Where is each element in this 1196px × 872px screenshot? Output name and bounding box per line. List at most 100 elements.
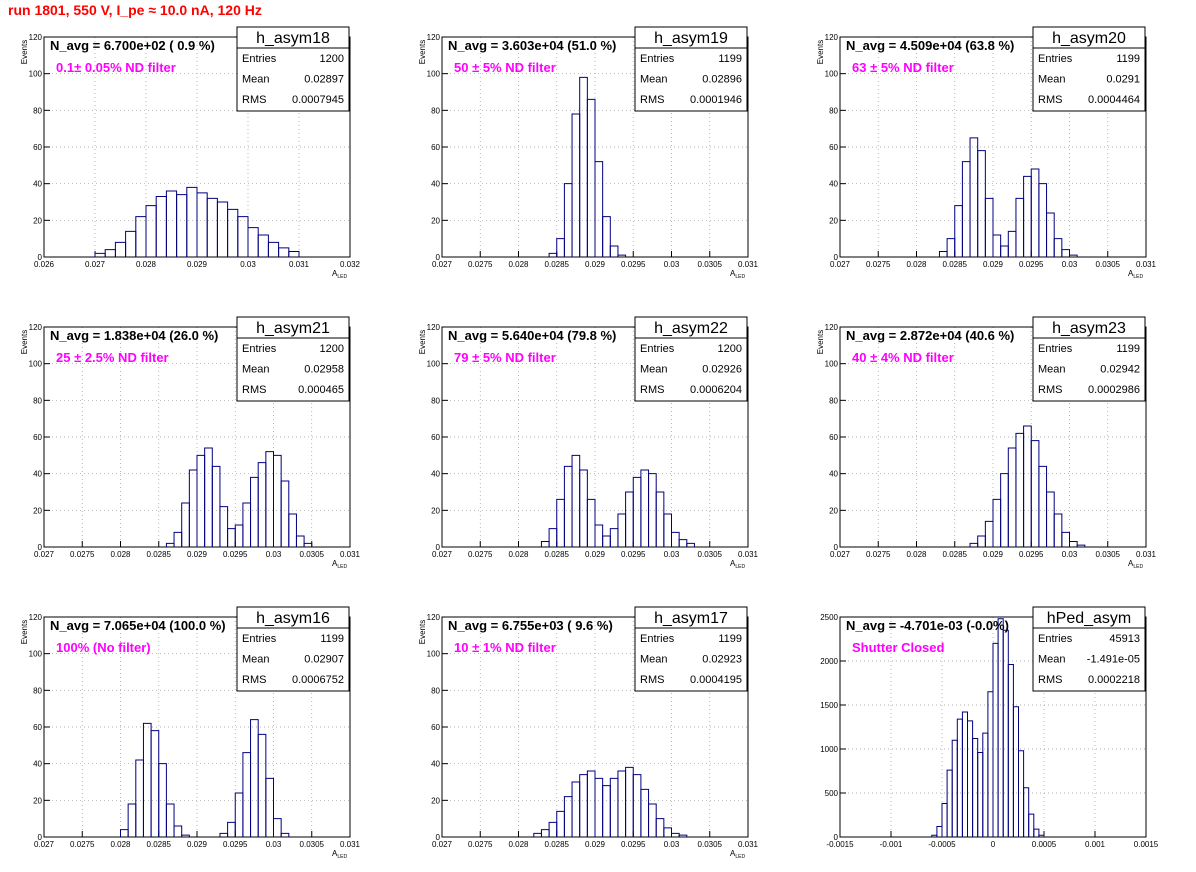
histogram-bin — [250, 719, 259, 837]
x-tick-label: 0.0275 — [468, 550, 493, 559]
stats-box-frame — [1032, 316, 1146, 402]
histogram-bin — [586, 498, 596, 547]
x-tick-label: 0.027 — [34, 840, 55, 849]
x-tick-label: 0.0275 — [866, 260, 891, 269]
y-tick-label: 120 — [825, 323, 839, 332]
stats-label: RMS — [640, 94, 664, 106]
stats-label: Mean — [242, 654, 270, 666]
y-tick-label: 100 — [825, 360, 839, 369]
histogram-bin — [663, 513, 672, 547]
y-tick-label: 40 — [829, 470, 838, 479]
x-tick-label: 0.0295 — [223, 550, 248, 559]
y-tick-label: 120 — [427, 33, 441, 42]
x-tick-label: 0.0295 — [621, 840, 646, 849]
histogram-bin — [216, 201, 229, 257]
x-tick-label: 0.028 — [136, 260, 157, 269]
histogram-bin — [571, 113, 581, 257]
histogram-name: h_asym18 — [256, 30, 330, 47]
histogram-bin — [540, 541, 550, 547]
y-tick-label: 20 — [431, 216, 440, 225]
histogram-bin — [188, 469, 198, 547]
histogram-bin — [1007, 664, 1014, 837]
y-tick-label: 40 — [431, 180, 440, 189]
filter-label: 50 ± 5% ND filter — [454, 60, 556, 75]
y-tick-label: 20 — [431, 506, 440, 515]
x-tick-label: 0.0295 — [621, 260, 646, 269]
stats-box-frame — [1032, 26, 1146, 112]
x-axis-title: ALED — [1128, 269, 1143, 280]
histogram-bin — [663, 827, 672, 837]
histogram-bin — [640, 788, 650, 837]
y-tick-label: 60 — [33, 433, 42, 442]
stats-box: h_asym17 Entries 1199 Mean 0.02923 RMS 0.00041… — [634, 606, 748, 692]
panel-h_asym22: 0.027 0.0275 0.028 0.0285 0.029 0.0295 0.03 0.0… — [418, 316, 759, 570]
histogram-bin — [961, 711, 968, 837]
y-tick-label: 80 — [33, 106, 42, 115]
y-tick-label: 20 — [33, 796, 42, 805]
histogram-bin — [237, 216, 249, 257]
histogram-bin — [1061, 531, 1070, 547]
stats-value: 0.02923 — [702, 654, 742, 666]
stats-value: 0.02958 — [304, 364, 344, 376]
histogram-bin — [632, 774, 642, 837]
x-tick-label: 0.027 — [830, 260, 851, 269]
histogram-bin — [594, 777, 604, 837]
histogram-bin — [640, 469, 650, 547]
stats-label: Entries — [640, 53, 675, 65]
stats-label: Entries — [1038, 343, 1073, 355]
histogram-bin — [206, 197, 218, 257]
histogram-bin — [579, 469, 588, 547]
histogram-bin — [142, 722, 152, 837]
stats-box-frame — [236, 316, 350, 402]
y-tick-label: 80 — [829, 396, 838, 405]
histogram-bin — [602, 535, 611, 547]
stats-value: 1199 — [1116, 343, 1140, 355]
histogram-bin — [1038, 834, 1045, 837]
x-tick-label: 0.0285 — [147, 550, 172, 559]
x-tick-label: 0 — [991, 840, 996, 849]
x-tick-label: 0.029 — [187, 550, 208, 559]
histogram-bin — [196, 192, 208, 257]
y-tick-label: 1500 — [820, 701, 838, 710]
x-tick-label: 0.027 — [85, 260, 106, 269]
histogram-bin — [173, 825, 183, 837]
histogram-bin — [1000, 245, 1009, 257]
x-tick-label: 0.03 — [266, 550, 282, 559]
y-tick-label: 40 — [431, 760, 440, 769]
histogram-name: hPed_asym — [1047, 610, 1132, 627]
histogram-bin — [114, 241, 127, 257]
y-tick-label: 100 — [825, 70, 839, 79]
y-tick-label: 100 — [427, 70, 441, 79]
stats-value: 0.0007945 — [292, 94, 344, 106]
x-tick-label: 0.027 — [432, 840, 453, 849]
stats-box: h_asym19 Entries 1199 Mean 0.02896 RMS 0.00019… — [634, 26, 748, 112]
histogram-bin — [617, 770, 627, 837]
x-tick-label: 0.028 — [906, 550, 927, 559]
histogram-bin — [1030, 440, 1040, 547]
histogram-bin — [586, 770, 596, 837]
x-tick-label: 0.029 — [585, 260, 606, 269]
histogram-bin — [288, 251, 300, 257]
histogram-bin — [234, 792, 244, 837]
histogram-bin — [204, 447, 213, 547]
stats-value: 0.0006204 — [690, 384, 742, 396]
y-axis-title: Events — [418, 330, 427, 354]
histogram-bin — [987, 691, 994, 837]
histogram-bin — [1046, 212, 1055, 257]
y-tick-label: 60 — [431, 433, 440, 442]
y-tick-label: 100 — [29, 70, 43, 79]
y-tick-label: 500 — [825, 789, 839, 798]
x-tick-label: 0.031 — [289, 260, 310, 269]
stats-label: RMS — [640, 384, 664, 396]
histogram-name: h_asym19 — [654, 30, 728, 47]
y-tick-label: 0 — [436, 543, 441, 552]
panel-hPed_asym: -0.0015 -0.001 -0.0005 0 0.0005 0.001 0.0015 0 5… — [820, 606, 1159, 849]
x-tick-label: 0.032 — [340, 260, 361, 269]
x-tick-label: 0.029 — [983, 260, 1004, 269]
histogram-bin — [936, 825, 943, 837]
y-tick-label: 0 — [834, 253, 839, 262]
n-avg-label: N_avg = 4.509e+04 (63.8 %) — [846, 38, 1014, 53]
filter-label: 40 ± 4% ND filter — [852, 350, 954, 365]
y-tick-label: 120 — [29, 323, 43, 332]
histogram-bin — [548, 252, 558, 257]
